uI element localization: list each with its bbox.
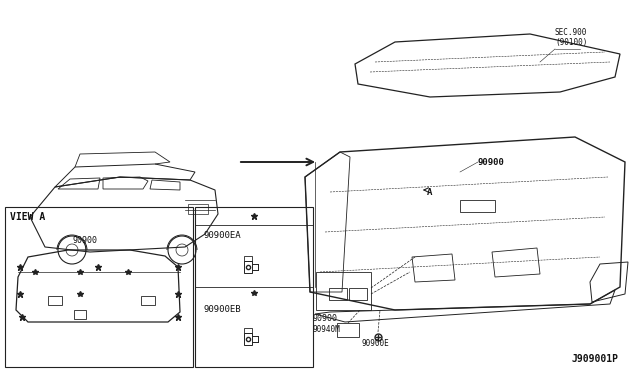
Text: SEC.900
(90100): SEC.900 (90100) xyxy=(555,28,588,47)
Bar xyxy=(316,272,371,310)
Text: A: A xyxy=(428,187,433,196)
Bar xyxy=(244,333,252,345)
Bar xyxy=(141,295,155,305)
Bar xyxy=(188,204,208,214)
Bar xyxy=(244,328,252,333)
Text: J909001P: J909001P xyxy=(572,354,619,364)
Bar xyxy=(244,256,252,261)
Bar xyxy=(329,288,347,300)
Text: VIEW A: VIEW A xyxy=(10,212,45,222)
Text: 90900EB: 90900EB xyxy=(203,305,241,314)
Bar xyxy=(244,261,252,273)
Text: 90900E: 90900E xyxy=(362,340,390,349)
Bar xyxy=(349,288,367,300)
Text: 90940M: 90940M xyxy=(313,326,340,334)
Bar xyxy=(195,207,313,367)
Bar xyxy=(48,295,62,305)
Text: 90900: 90900 xyxy=(313,314,338,323)
Text: 90900EA: 90900EA xyxy=(203,231,241,240)
Bar xyxy=(74,310,86,318)
Bar xyxy=(5,207,193,367)
Text: 90900: 90900 xyxy=(478,157,505,167)
Text: 90900: 90900 xyxy=(72,236,97,245)
Bar xyxy=(460,200,495,212)
Bar xyxy=(337,323,359,337)
